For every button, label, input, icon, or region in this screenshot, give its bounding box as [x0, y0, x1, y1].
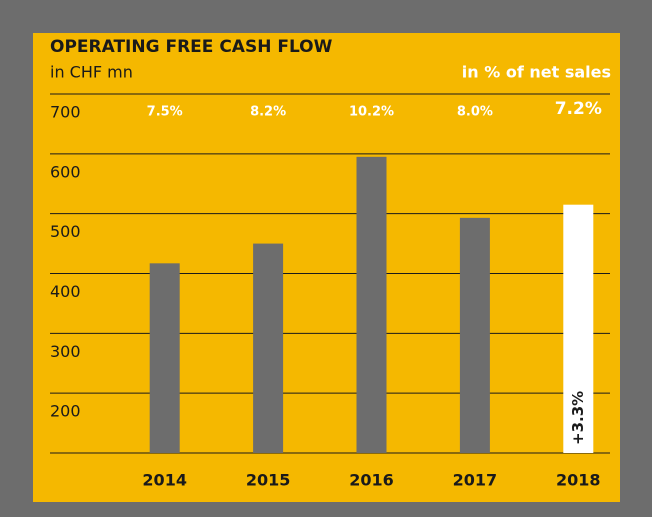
x-tick-label: 2018: [556, 471, 601, 490]
y-tick-label: 600: [50, 162, 81, 181]
annotation: +3.3%: [569, 391, 587, 445]
y-tick-label: 200: [50, 402, 81, 421]
panel: [33, 33, 620, 502]
bar: [253, 243, 284, 453]
secondary-label: in % of net sales: [462, 63, 611, 82]
pct-label: 7.2%: [555, 99, 602, 119]
bar: [459, 217, 490, 453]
x-tick-label: 2017: [453, 471, 498, 490]
chart-subtitle: in CHF mn: [50, 63, 133, 82]
pct-label: 10.2%: [349, 105, 394, 120]
pct-label: 8.0%: [457, 105, 493, 120]
y-tick-label: 500: [50, 222, 81, 241]
x-tick-label: 2016: [349, 471, 394, 490]
y-tick-label: 700: [50, 103, 81, 122]
chart-title: OPERATING FREE CASH FLOW: [50, 37, 333, 57]
bar: [356, 156, 387, 453]
x-tick-label: 2015: [246, 471, 291, 490]
pct-label: 8.2%: [250, 105, 286, 120]
pct-label: 7.5%: [147, 105, 183, 120]
y-tick-label: 400: [50, 282, 81, 301]
x-tick-label: 2014: [142, 471, 187, 490]
y-tick-label: 300: [50, 342, 81, 361]
bar: [563, 204, 594, 453]
bar: [149, 263, 180, 453]
